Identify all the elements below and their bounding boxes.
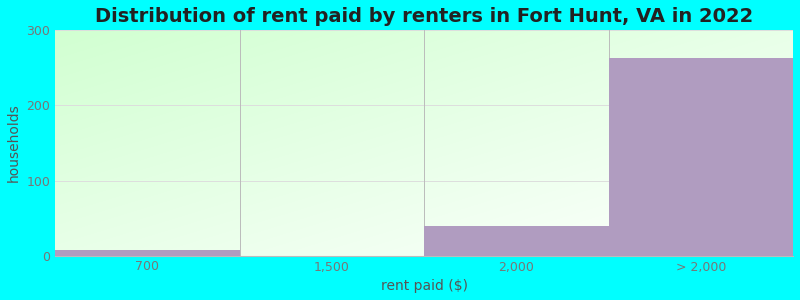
Title: Distribution of rent paid by renters in Fort Hunt, VA in 2022: Distribution of rent paid by renters in … (95, 7, 754, 26)
Y-axis label: households: households (7, 103, 21, 182)
Bar (424, 226, 609, 256)
Bar (55, 250, 240, 256)
X-axis label: rent paid ($): rent paid ($) (381, 279, 468, 293)
Bar (609, 58, 793, 256)
